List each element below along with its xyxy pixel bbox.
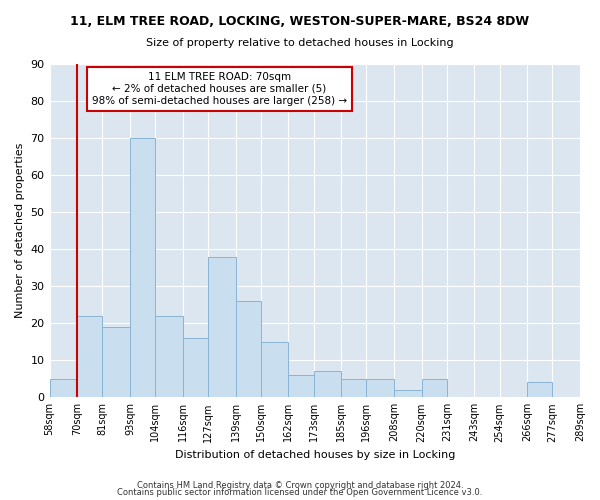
Bar	[367, 379, 394, 398]
Bar	[394, 390, 422, 398]
Text: 11 ELM TREE ROAD: 70sqm
← 2% of detached houses are smaller (5)
98% of semi-deta: 11 ELM TREE ROAD: 70sqm ← 2% of detached…	[92, 72, 347, 106]
X-axis label: Distribution of detached houses by size in Locking: Distribution of detached houses by size …	[175, 450, 455, 460]
Bar	[103, 327, 130, 398]
Bar	[236, 301, 261, 398]
Bar	[50, 379, 77, 398]
Bar	[261, 342, 289, 398]
Bar	[183, 338, 208, 398]
Bar	[77, 316, 103, 398]
Bar	[580, 382, 600, 398]
Bar	[155, 316, 183, 398]
Text: 11, ELM TREE ROAD, LOCKING, WESTON-SUPER-MARE, BS24 8DW: 11, ELM TREE ROAD, LOCKING, WESTON-SUPER…	[70, 15, 530, 28]
Bar	[208, 256, 236, 398]
Text: Contains HM Land Registry data © Crown copyright and database right 2024.: Contains HM Land Registry data © Crown c…	[137, 480, 463, 490]
Y-axis label: Number of detached properties: Number of detached properties	[15, 143, 25, 318]
Bar	[314, 372, 341, 398]
Text: Contains public sector information licensed under the Open Government Licence v3: Contains public sector information licen…	[118, 488, 482, 497]
Text: Size of property relative to detached houses in Locking: Size of property relative to detached ho…	[146, 38, 454, 48]
Bar	[130, 138, 155, 398]
Bar	[341, 379, 367, 398]
Bar	[422, 379, 447, 398]
Bar	[289, 375, 314, 398]
Bar	[527, 382, 553, 398]
